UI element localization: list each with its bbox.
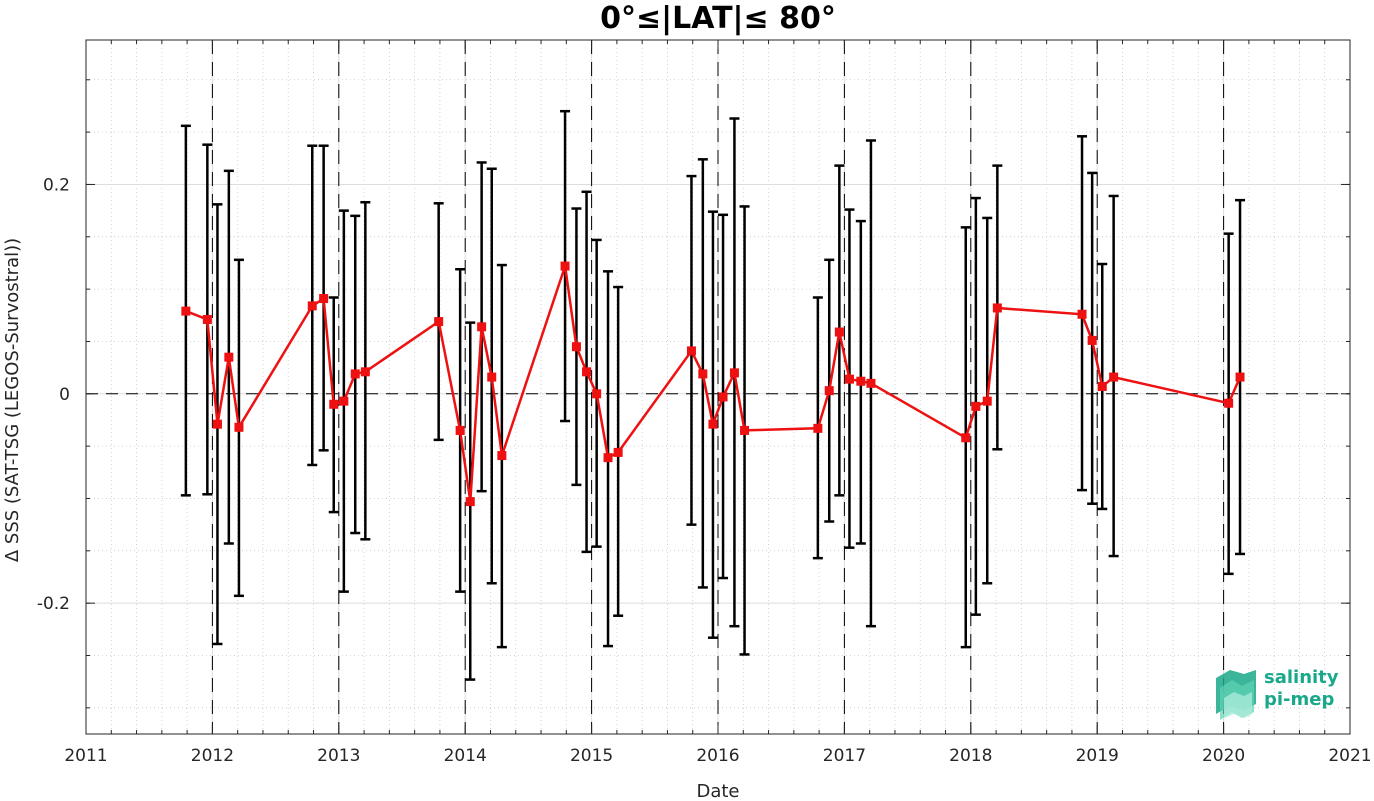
data-point-marker bbox=[1077, 309, 1087, 319]
y-tick-labels: -0.2 0 0.2 bbox=[37, 175, 70, 614]
data-point-marker bbox=[181, 306, 191, 316]
data-point-marker bbox=[961, 433, 971, 443]
x-tick-label: 2021 bbox=[1328, 746, 1371, 766]
data-point-marker bbox=[477, 322, 487, 332]
data-point-marker bbox=[992, 303, 1002, 313]
data-point-marker bbox=[824, 386, 834, 396]
data-point-marker bbox=[1097, 381, 1107, 391]
data-point-marker bbox=[1109, 372, 1119, 382]
data-point-marker bbox=[487, 372, 497, 382]
data-point-marker bbox=[698, 369, 708, 379]
data-point-marker bbox=[592, 389, 602, 399]
data-point-marker bbox=[465, 497, 475, 507]
data-point-marker bbox=[866, 378, 876, 388]
logo-text-line1: salinity bbox=[1264, 667, 1339, 688]
salinity-pi-mep-logo: salinity pi-mep bbox=[1214, 664, 1344, 720]
data-point-marker bbox=[834, 327, 844, 337]
chart-title: 0°≤|LAT|≤ 80° bbox=[600, 1, 836, 36]
data-point-marker bbox=[729, 368, 739, 378]
x-tick-label: 2014 bbox=[444, 746, 487, 766]
y-tick-label: 0 bbox=[59, 385, 70, 405]
data-point-marker bbox=[982, 396, 992, 406]
logo-text-line2: pi-mep bbox=[1264, 689, 1335, 710]
data-point-marker bbox=[560, 261, 570, 271]
data-point-marker bbox=[1235, 372, 1245, 382]
series-markers bbox=[181, 261, 1245, 507]
data-point-marker bbox=[582, 367, 592, 377]
data-point-marker bbox=[455, 425, 465, 435]
x-tick-labels: 2011 2012 2013 2014 2015 2016 2017 2018 2019 2020… bbox=[64, 746, 1371, 766]
x-tick-label: 2017 bbox=[823, 746, 866, 766]
data-point-marker bbox=[212, 419, 222, 429]
data-point-marker bbox=[319, 294, 329, 304]
data-point-marker bbox=[813, 423, 823, 433]
data-point-marker bbox=[350, 369, 360, 379]
y-tick-label: -0.2 bbox=[37, 594, 70, 614]
x-tick-label: 2013 bbox=[317, 746, 360, 766]
data-point-marker bbox=[718, 392, 728, 402]
x-tick-label: 2016 bbox=[696, 746, 739, 766]
data-point-marker bbox=[234, 422, 244, 432]
x-tick-label: 2019 bbox=[1076, 746, 1119, 766]
data-point-marker bbox=[202, 314, 212, 324]
data-point-marker bbox=[224, 352, 234, 362]
data-point-marker bbox=[1087, 335, 1097, 345]
logo-wave-icon bbox=[1216, 670, 1256, 720]
data-point-marker bbox=[360, 367, 370, 377]
data-point-marker bbox=[329, 399, 339, 409]
data-point-marker bbox=[497, 451, 507, 461]
data-point-marker bbox=[740, 425, 750, 435]
data-point-marker bbox=[708, 419, 718, 429]
y-axis-label: Δ SSS (SAT-TSG (LEGOS-Survostral)) bbox=[2, 238, 23, 562]
data-point-marker bbox=[613, 447, 623, 457]
data-point-marker bbox=[307, 301, 317, 311]
data-point-marker bbox=[844, 374, 854, 384]
x-tick-label: 2012 bbox=[191, 746, 234, 766]
data-point-marker bbox=[571, 342, 581, 352]
data-point-marker bbox=[856, 376, 866, 386]
x-axis-label: Date bbox=[696, 781, 739, 801]
data-point-marker bbox=[603, 453, 613, 463]
y-tick-label: 0.2 bbox=[43, 175, 70, 195]
x-tick-label: 2018 bbox=[949, 746, 992, 766]
data-point-marker bbox=[971, 401, 981, 411]
x-tick-label: 2020 bbox=[1202, 746, 1245, 766]
data-point-marker bbox=[339, 396, 349, 406]
data-point-marker bbox=[686, 346, 696, 356]
axis-ticks bbox=[85, 40, 1351, 734]
data-point-marker bbox=[434, 317, 444, 327]
x-tick-label: 2011 bbox=[64, 746, 107, 766]
x-tick-label: 2015 bbox=[570, 746, 613, 766]
data-point-marker bbox=[1224, 398, 1234, 408]
year-boundary-lines bbox=[211, 40, 1225, 734]
